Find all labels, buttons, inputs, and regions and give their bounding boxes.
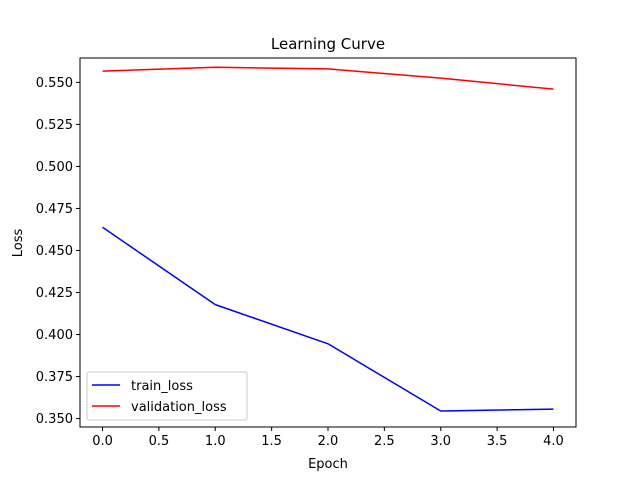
y-tick-label: 0.500 <box>36 160 73 175</box>
plot-area-frame <box>79 57 577 428</box>
y-tick-label: 0.450 <box>36 244 73 259</box>
y-tick-label: 0.550 <box>36 76 73 91</box>
chart-title: Learning Curve <box>271 35 385 53</box>
x-tick-label: 1.5 <box>261 434 282 449</box>
y-axis-label: Loss <box>11 229 26 258</box>
x-tick-label: 2.0 <box>318 434 339 449</box>
x-tick-label: 3.5 <box>487 434 508 449</box>
legend-label-validation-loss: validation_loss <box>131 400 227 415</box>
x-tick-label: 3.0 <box>430 434 451 449</box>
y-tick-label: 0.350 <box>36 412 73 427</box>
legend-box <box>86 371 248 421</box>
x-tick-label: 4.0 <box>543 434 564 449</box>
y-tick-label: 0.400 <box>36 328 73 343</box>
x-axis-label: Epoch <box>308 457 348 472</box>
y-tick-label: 0.525 <box>36 118 73 133</box>
legend: train_loss validation_loss <box>86 371 248 421</box>
series-layer <box>102 66 554 412</box>
ticks-layer: 0.0 0.5 1.0 1.5 2.0 2.5 3.0 3.5 4.0 0.350 0.375 0.4… <box>36 76 564 449</box>
y-tick-label: 0.375 <box>36 370 73 385</box>
x-tick-label: 2.5 <box>374 434 395 449</box>
x-tick-label: 0.0 <box>92 434 113 449</box>
y-tick-label: 0.475 <box>36 202 73 217</box>
x-tick-label: 1.0 <box>205 434 226 449</box>
x-tick-label: 0.5 <box>149 434 170 449</box>
legend-label-train-loss: train_loss <box>131 379 193 394</box>
y-tick-label: 0.425 <box>36 286 73 301</box>
